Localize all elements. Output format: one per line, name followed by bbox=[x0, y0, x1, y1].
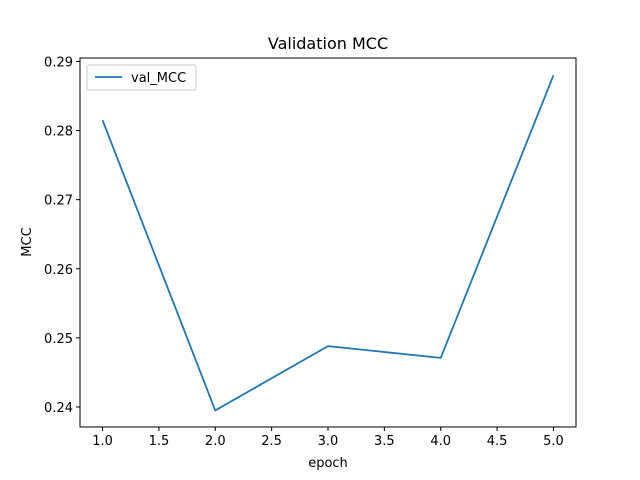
x-tick-label: 3.0 bbox=[318, 434, 339, 449]
x-axis-label: epoch bbox=[308, 456, 348, 471]
y-tick-label: 0.28 bbox=[44, 125, 73, 140]
y-axis-label: MCC bbox=[20, 227, 35, 256]
legend-box bbox=[86, 64, 197, 91]
x-tick-label: 3.5 bbox=[374, 434, 395, 449]
y-tick-label: 0.27 bbox=[44, 194, 73, 209]
x-tick-label: 2.5 bbox=[261, 434, 282, 449]
legend: val_MCC bbox=[86, 64, 197, 91]
x-axis: 1.0 1.5 2.0 2.5 3.0 3.5 4.0 4.5 5.0 bbox=[92, 427, 564, 449]
x-tick-label: 4.5 bbox=[487, 434, 508, 449]
x-tick-label: 2.0 bbox=[205, 434, 226, 449]
x-tick-label: 1.5 bbox=[149, 434, 170, 449]
y-axis: 0.24 0.25 0.26 0.27 0.28 0.29 bbox=[44, 55, 80, 416]
x-tick-label: 5.0 bbox=[543, 434, 564, 449]
y-tick-label: 0.25 bbox=[44, 332, 73, 347]
chart-title: Validation MCC bbox=[268, 34, 388, 53]
y-tick-label: 0.24 bbox=[44, 401, 73, 416]
y-tick-label: 0.26 bbox=[44, 263, 73, 278]
x-tick-label: 1.0 bbox=[92, 434, 113, 449]
legend-label: val_MCC bbox=[131, 71, 186, 86]
series-layer bbox=[101, 74, 555, 412]
y-tick-label: 0.29 bbox=[44, 55, 73, 70]
x-tick-label: 4.0 bbox=[430, 434, 451, 449]
